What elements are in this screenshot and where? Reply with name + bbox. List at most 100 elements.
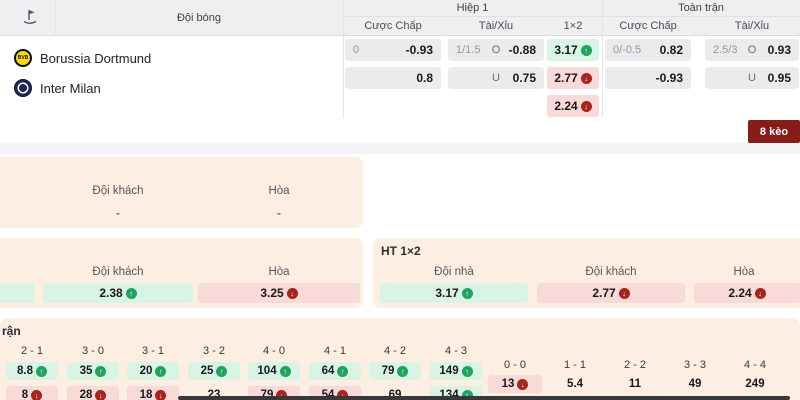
- score-odds-cell[interactable]: 35: [67, 362, 119, 380]
- score-odds-cell[interactable]: 25: [188, 362, 240, 380]
- h1-handicap-away-odds[interactable]: 0.8: [345, 67, 441, 89]
- score-odds-cell[interactable]: 28: [67, 386, 119, 400]
- score-odds-cell-cropped[interactable]: [788, 375, 800, 393]
- h1-1x2-home-odds[interactable]: 3.17: [547, 39, 599, 61]
- up-arrow-icon: [155, 365, 167, 377]
- up-arrow-icon: [580, 44, 592, 56]
- up-arrow-icon: [279, 365, 291, 377]
- odds-value: 0.8: [416, 71, 433, 85]
- score-odds-cell[interactable]: 18: [127, 386, 179, 400]
- under-label: U: [748, 72, 756, 84]
- draw-header: Hòa: [268, 184, 290, 197]
- ft-over-under-header: Tài/Xỉu: [734, 20, 770, 32]
- odds-value: -: [116, 206, 120, 220]
- away-team-header: Đội khách: [92, 265, 144, 278]
- odds-value: 3.17: [554, 43, 578, 57]
- team-name-away: Inter Milan: [40, 80, 101, 96]
- score-header: 2 - 2: [623, 359, 646, 371]
- away-odds-cell[interactable]: 2.77: [537, 283, 685, 303]
- borussia-dortmund-logo: BVB: [14, 49, 32, 67]
- score-odds-cell[interactable]: 13: [488, 375, 542, 393]
- odds-value: 79: [260, 389, 274, 400]
- draw-header: Hòa: [268, 265, 290, 278]
- h1-handicap-header: Cược Chấp: [364, 20, 422, 32]
- score-odds-cell[interactable]: 20: [127, 362, 179, 380]
- score-odds-cell[interactable]: 49: [668, 375, 722, 393]
- odds-value: -: [277, 206, 281, 220]
- panel-title-cropped: rận: [2, 324, 21, 338]
- over-label: O: [747, 44, 757, 56]
- h1-over-under-header: Tài/Xỉu: [478, 20, 514, 32]
- home-odds-cell-cropped[interactable]: [0, 203, 34, 223]
- odds-count-badge[interactable]: 8 kèo: [748, 120, 800, 143]
- score-odds-cell[interactable]: 11: [608, 375, 662, 393]
- odds-value: 79: [381, 365, 395, 377]
- h1-1x2-draw-odds[interactable]: 2.24: [547, 95, 599, 117]
- handicap-line: 0/-0.5: [613, 44, 642, 56]
- odds-value: 13: [501, 378, 515, 390]
- handicap-line: 0: [353, 44, 360, 56]
- section-divider: [602, 0, 603, 118]
- draw-odds-cell[interactable]: 3.25: [198, 283, 360, 303]
- score-odds-cell[interactable]: 64: [309, 362, 361, 380]
- home-odds-cell[interactable]: 3.17: [380, 283, 528, 303]
- odds-value: -0.93: [655, 71, 683, 85]
- ft-under-odds[interactable]: U 0.95: [705, 67, 799, 89]
- ft-over-odds[interactable]: 2.5/3 O 0.93: [705, 39, 799, 61]
- score-header: 4 - 2: [383, 345, 406, 357]
- odds-value: 3.25: [260, 286, 284, 300]
- down-arrow-icon: [95, 389, 107, 400]
- h1-under-odds[interactable]: U 0.75: [448, 67, 544, 89]
- team-name-home: Borussia Dortmund: [40, 50, 152, 66]
- odds-value: 0.75: [512, 71, 536, 85]
- score-odds-cell[interactable]: 8.8: [6, 362, 58, 380]
- team-row-home[interactable]: BVB Borussia Dortmund: [14, 49, 334, 67]
- h1-over-odds[interactable]: 1/1.5 O -0.88: [448, 39, 544, 61]
- score-odds-cell[interactable]: 5.4: [548, 375, 602, 393]
- odds-value: 3.17: [435, 286, 459, 300]
- corner-flag-icon: [20, 7, 40, 32]
- down-arrow-icon: [337, 389, 349, 400]
- odds-value: 134: [439, 389, 459, 400]
- home-odds-cell-cropped[interactable]: [0, 283, 34, 303]
- down-arrow-icon: [155, 389, 167, 400]
- score-odds-cell[interactable]: 69: [369, 386, 421, 400]
- horizontal-scrollbar-thumb[interactable]: [178, 396, 790, 400]
- odds-value: 25: [200, 365, 214, 377]
- odds-value: 23: [207, 389, 221, 400]
- h1-1x2-away-odds[interactable]: 2.77: [547, 67, 599, 89]
- score-odds-cell[interactable]: 249: [728, 375, 782, 393]
- draw-odds-cell[interactable]: -: [198, 203, 360, 223]
- away-team-header: Đội khách: [585, 265, 637, 278]
- draw-odds-cell[interactable]: 2.24: [694, 283, 800, 303]
- ft-handicap-home-odds[interactable]: 0/-0.5 0.82: [605, 39, 691, 61]
- header-group-divider: [343, 16, 800, 17]
- score-header: 2 - 1: [20, 345, 43, 357]
- score-odds-cell[interactable]: 79: [369, 362, 421, 380]
- score-header: 4 - 3: [444, 345, 467, 357]
- down-arrow-icon: [618, 287, 630, 299]
- score-odds-cell[interactable]: 23: [188, 386, 240, 400]
- up-arrow-icon: [95, 365, 107, 377]
- away-odds-cell[interactable]: -: [43, 203, 193, 223]
- score-header: 4 - 1: [323, 345, 346, 357]
- odds-value: 20: [139, 365, 153, 377]
- odds-value: 54: [321, 389, 335, 400]
- score-odds-cell[interactable]: 149: [430, 362, 482, 380]
- team-row-away[interactable]: Inter Milan: [14, 79, 334, 97]
- score-odds-cell[interactable]: 8: [6, 386, 58, 400]
- odds-value: 249: [745, 378, 765, 390]
- score-odds-cell[interactable]: 104: [248, 362, 300, 380]
- header-divider: [55, 0, 56, 36]
- up-arrow-icon: [397, 365, 409, 377]
- down-arrow-icon: [286, 287, 298, 299]
- away-odds-cell[interactable]: 2.38: [43, 283, 193, 303]
- section-divider: [343, 0, 344, 118]
- h1-handicap-home-odds[interactable]: 0 -0.93: [345, 39, 441, 61]
- odds-value: 35: [79, 365, 93, 377]
- ft-handicap-away-odds[interactable]: -0.93: [605, 67, 691, 89]
- panel-pending-1x2: Đội khách Hòa - -: [0, 157, 363, 228]
- h1-1x2-header: 1×2: [563, 20, 583, 32]
- odds-value: -0.88: [508, 43, 536, 57]
